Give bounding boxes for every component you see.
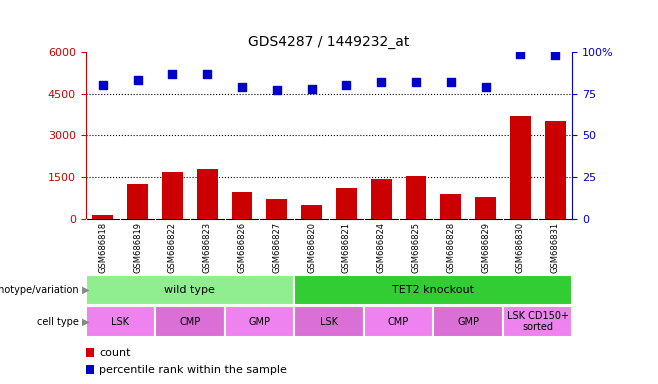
Bar <box>86 348 94 357</box>
Text: GSM686829: GSM686829 <box>481 222 490 273</box>
Text: GSM686825: GSM686825 <box>411 222 420 273</box>
Text: wild type: wild type <box>164 285 215 295</box>
Text: GSM686830: GSM686830 <box>516 222 525 273</box>
Bar <box>266 199 288 219</box>
Text: ▶: ▶ <box>82 285 89 295</box>
Text: GSM686828: GSM686828 <box>446 222 455 273</box>
Text: GSM686821: GSM686821 <box>342 222 351 273</box>
Bar <box>405 176 426 219</box>
Point <box>445 79 456 85</box>
Text: GSM686827: GSM686827 <box>272 222 282 273</box>
Text: ▶: ▶ <box>82 316 89 327</box>
Point <box>132 77 143 83</box>
Bar <box>336 188 357 219</box>
Point <box>411 79 421 85</box>
Bar <box>86 275 294 305</box>
Text: GSM686823: GSM686823 <box>203 222 212 273</box>
Bar <box>370 179 392 219</box>
Point <box>237 84 247 90</box>
Point <box>376 79 386 85</box>
Bar <box>127 184 148 219</box>
Text: LSK CD150+
sorted: LSK CD150+ sorted <box>507 311 569 333</box>
Text: cell type: cell type <box>37 316 79 327</box>
Bar <box>434 306 503 337</box>
Point <box>307 86 317 92</box>
Bar <box>294 275 572 305</box>
Bar <box>93 215 113 219</box>
Bar <box>364 306 434 337</box>
Bar <box>155 306 224 337</box>
Bar <box>294 306 364 337</box>
Text: GSM686822: GSM686822 <box>168 222 177 273</box>
Bar <box>197 169 218 219</box>
Bar <box>510 116 531 219</box>
Bar <box>86 306 155 337</box>
Point <box>341 82 351 88</box>
Bar <box>224 306 294 337</box>
Bar <box>86 365 94 374</box>
Text: GSM686826: GSM686826 <box>238 222 247 273</box>
Point <box>515 50 526 56</box>
Point <box>272 87 282 93</box>
Point <box>167 71 178 77</box>
Text: LSK: LSK <box>320 316 338 327</box>
Text: GMP: GMP <box>249 316 270 327</box>
Bar <box>475 197 496 219</box>
Bar <box>162 172 183 219</box>
Bar <box>301 205 322 219</box>
Point <box>97 82 108 88</box>
Text: percentile rank within the sample: percentile rank within the sample <box>99 365 287 375</box>
Point <box>550 52 561 58</box>
Text: count: count <box>99 348 131 358</box>
Bar <box>232 192 253 219</box>
Text: GSM686831: GSM686831 <box>551 222 559 273</box>
Text: genotype/variation: genotype/variation <box>0 285 79 295</box>
Text: LSK: LSK <box>111 316 130 327</box>
Text: GSM686824: GSM686824 <box>376 222 386 273</box>
Text: GSM686819: GSM686819 <box>133 222 142 273</box>
Text: GMP: GMP <box>457 316 479 327</box>
Point <box>480 84 491 90</box>
Point <box>202 71 213 77</box>
Text: CMP: CMP <box>388 316 409 327</box>
Text: CMP: CMP <box>179 316 201 327</box>
Text: TET2 knockout: TET2 knockout <box>392 285 474 295</box>
Bar <box>545 121 565 219</box>
Bar <box>503 306 572 337</box>
Title: GDS4287 / 1449232_at: GDS4287 / 1449232_at <box>248 35 410 50</box>
Text: GSM686818: GSM686818 <box>99 222 107 273</box>
Text: GSM686820: GSM686820 <box>307 222 316 273</box>
Bar <box>440 194 461 219</box>
